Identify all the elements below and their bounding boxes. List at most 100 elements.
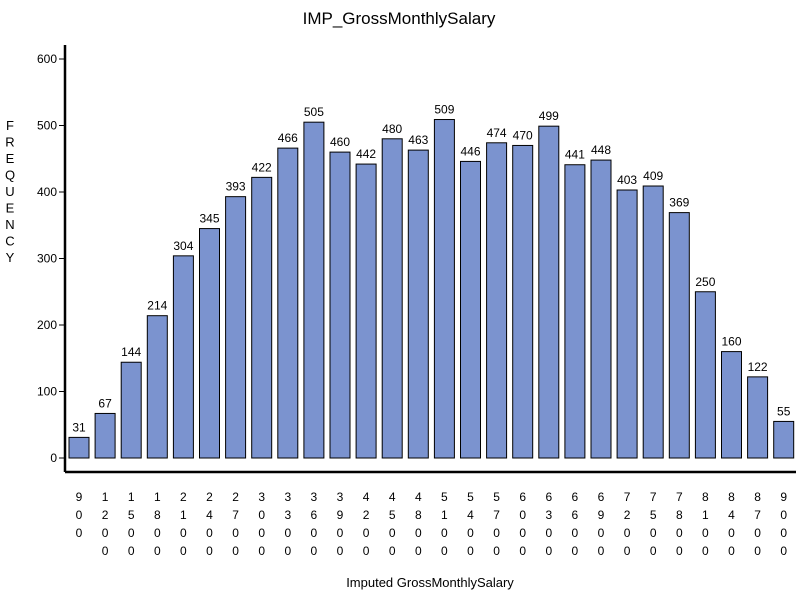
bar-value-label: 160 (721, 335, 741, 349)
bar-value-label: 67 (98, 396, 112, 410)
bar (538, 125, 560, 459)
bar-value-label: 460 (330, 135, 350, 149)
bar (94, 412, 116, 459)
bar-value-label: 393 (226, 180, 246, 194)
y-tick-label: 600 (37, 52, 57, 66)
bar-value-label: 250 (695, 275, 715, 289)
bar (225, 196, 247, 459)
bar-value-label: 441 (565, 148, 585, 162)
bar-value-label: 442 (356, 147, 376, 161)
bar-value-label: 214 (147, 299, 167, 313)
y-tick-label: 400 (37, 185, 57, 199)
bar-value-label: 480 (382, 122, 402, 136)
bar-value-label: 509 (434, 103, 454, 117)
bar-value-label: 499 (539, 109, 559, 123)
bar-value-label: 474 (487, 126, 507, 140)
bar-value-label: 422 (252, 160, 272, 174)
bar (68, 436, 90, 459)
bar (512, 144, 534, 459)
bar (460, 160, 481, 459)
bar (747, 376, 769, 459)
bar (590, 159, 612, 459)
bars: 31 67 144 214 304 345 393 422 466 505 460 442 480 463… (68, 103, 795, 459)
chart-title: IMP_GrossMonthlySalary (303, 9, 496, 28)
bar (120, 361, 142, 459)
bar (694, 291, 716, 459)
bar (146, 315, 168, 459)
bar (277, 147, 299, 459)
bar (564, 164, 586, 459)
bar-value-label: 122 (748, 360, 768, 374)
bar-value-label: 31 (72, 420, 86, 434)
y-tick-label: 100 (37, 385, 57, 399)
bar (329, 151, 351, 459)
x-ticks: 9 0 0 1 2 0 0 1 5 0 0 1 8 0 0 2 1 0 0 2 4 0 0 2 7 0 0 3 0 0 0 3 3 0 0 3 6 0 0 3… (76, 490, 788, 558)
y-ticks: 0 100 200 300 400 500 600 (37, 52, 65, 465)
x-axis-label: Imputed GrossMonthlySalary (346, 575, 514, 590)
bar-value-label: 345 (199, 212, 219, 226)
y-tick-label: 500 (37, 119, 57, 133)
bar-value-label: 409 (643, 169, 663, 183)
bar-value-label: 304 (173, 239, 193, 253)
bar-value-label: 144 (121, 345, 141, 359)
bar (303, 121, 325, 459)
bar (172, 255, 194, 459)
y-tick-label: 0 (50, 451, 57, 465)
bar (668, 212, 690, 459)
bar-value-label: 446 (460, 144, 480, 158)
bar (381, 138, 403, 459)
bar (721, 351, 742, 459)
bar (486, 142, 508, 459)
bar (407, 149, 429, 459)
bar (251, 176, 273, 459)
bar-value-label: 448 (591, 143, 611, 157)
bar-value-label: 470 (513, 128, 533, 142)
bar-value-label: 369 (669, 196, 689, 210)
bar (433, 119, 455, 459)
bar-value-label: 463 (408, 133, 428, 147)
bar (642, 185, 664, 459)
bar (199, 228, 220, 459)
y-tick-label: 200 (37, 318, 57, 332)
bar (773, 420, 795, 459)
y-tick-label: 300 (37, 252, 57, 266)
bar-value-label: 55 (777, 404, 791, 418)
bar (355, 163, 377, 459)
bar-value-label: 505 (304, 105, 324, 119)
bar (616, 189, 638, 459)
bar-value-label: 403 (617, 173, 637, 187)
bar-value-label: 466 (278, 131, 298, 145)
